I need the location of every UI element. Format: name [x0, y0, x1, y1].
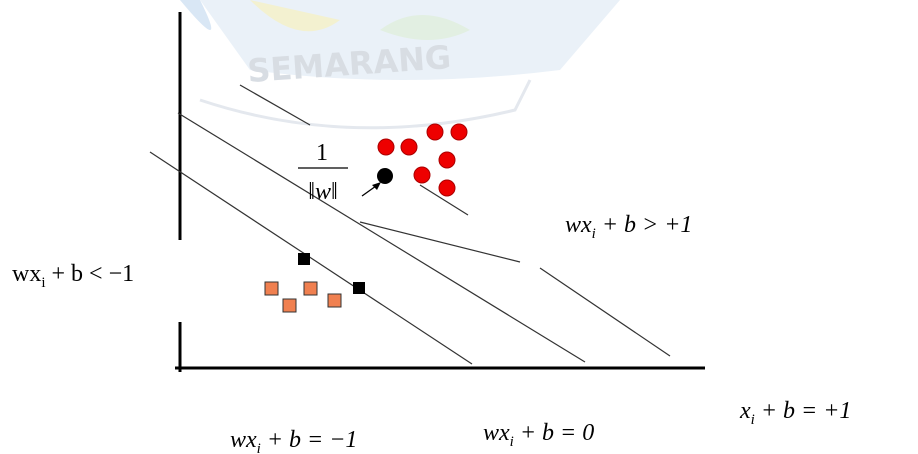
equation-rest: + b > +1	[596, 212, 693, 238]
equation-rest: + b < −1	[46, 261, 135, 287]
equation-main: wx	[565, 212, 592, 238]
equation-main: wx	[230, 427, 257, 453]
positive-points	[378, 124, 467, 196]
equation-rest: + b = +1	[755, 398, 852, 424]
denominator: ‖w‖	[308, 179, 337, 205]
equation-label: xi + b = +1	[739, 398, 851, 428]
equation-label: wxi + b > +1	[565, 212, 692, 242]
equation-label: wxi + b = 0	[483, 420, 594, 450]
numerator: 1	[316, 140, 328, 166]
svm-diagram: SEMARANG 1 ‖w‖ wxi + b > +1wxi + b < −1w…	[0, 0, 918, 454]
equation-rest: + b = −1	[261, 427, 358, 453]
equation-rest: + b = 0	[514, 420, 594, 446]
support-vector	[377, 168, 393, 184]
equation-label: wxi + b = −1	[230, 427, 357, 454]
equation-main: wx	[12, 261, 41, 287]
equation-label: wxi + b < −1	[12, 261, 134, 291]
negative-points	[265, 282, 341, 312]
equation-main: wx	[483, 420, 510, 446]
arrow-head	[372, 182, 381, 190]
equation-main: x	[739, 398, 751, 424]
arrow	[362, 186, 376, 196]
